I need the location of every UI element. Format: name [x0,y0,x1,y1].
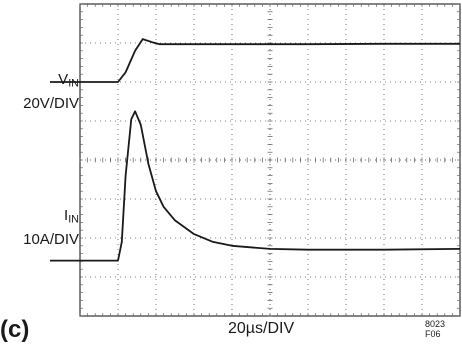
vin-label: VIN 20V/DIV [23,70,79,113]
vin-scale: 20V/DIV [23,94,79,112]
iin-trace [50,110,461,262]
vin-name: V [58,71,69,88]
x-axis-label: 20µs/DIV [228,320,295,337]
figure-id: 8023 F06 [425,319,446,339]
iin-subscript: IN [68,213,79,226]
vin-subscript: IN [68,77,79,90]
iin-scale: 10A/DIV [23,230,79,248]
iin-name: I [64,207,69,224]
vin-trace [50,38,460,83]
iin-label: IIN 10A/DIV [23,206,79,249]
panel-label: (c) [0,316,30,343]
